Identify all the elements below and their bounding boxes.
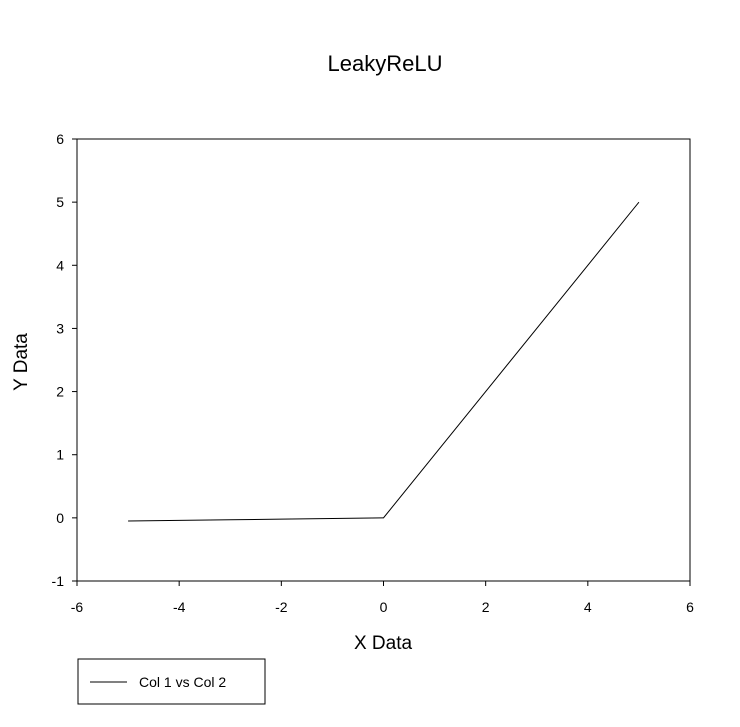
x-tick-label: 0 xyxy=(380,599,388,615)
plot-border xyxy=(76,138,691,582)
x-tick-label: -4 xyxy=(173,599,186,615)
y-tick-label: 6 xyxy=(56,131,64,147)
plot-area xyxy=(76,138,691,582)
x-axis-label: X Data xyxy=(354,633,413,654)
legend-label: Col 1 vs Col 2 xyxy=(139,674,226,690)
y-axis: -1 0 1 2 3 4 5 6 xyxy=(52,131,77,589)
y-tick-label: -1 xyxy=(52,573,65,589)
legend: Col 1 vs Col 2 xyxy=(77,658,266,705)
x-tick-label: 2 xyxy=(482,599,490,615)
x-tick-label: 6 xyxy=(686,599,694,615)
y-tick-label: 1 xyxy=(56,447,64,463)
y-tick-label: 4 xyxy=(56,257,64,273)
y-tick-label: 3 xyxy=(56,320,64,336)
y-axis-label: Y Data xyxy=(11,333,32,391)
x-tick-label: 4 xyxy=(584,599,592,615)
x-axis: -6 -4 -2 0 2 4 6 xyxy=(71,581,694,615)
y-tick-label: 5 xyxy=(56,194,64,210)
x-tick-label: -6 xyxy=(71,599,84,615)
y-tick-label: 0 xyxy=(56,510,64,526)
chart-title: LeakyReLU xyxy=(328,51,443,76)
y-tick-label: 2 xyxy=(56,384,64,400)
x-tick-label: -2 xyxy=(275,599,288,615)
series-layer xyxy=(128,201,640,522)
series-line xyxy=(128,201,640,522)
